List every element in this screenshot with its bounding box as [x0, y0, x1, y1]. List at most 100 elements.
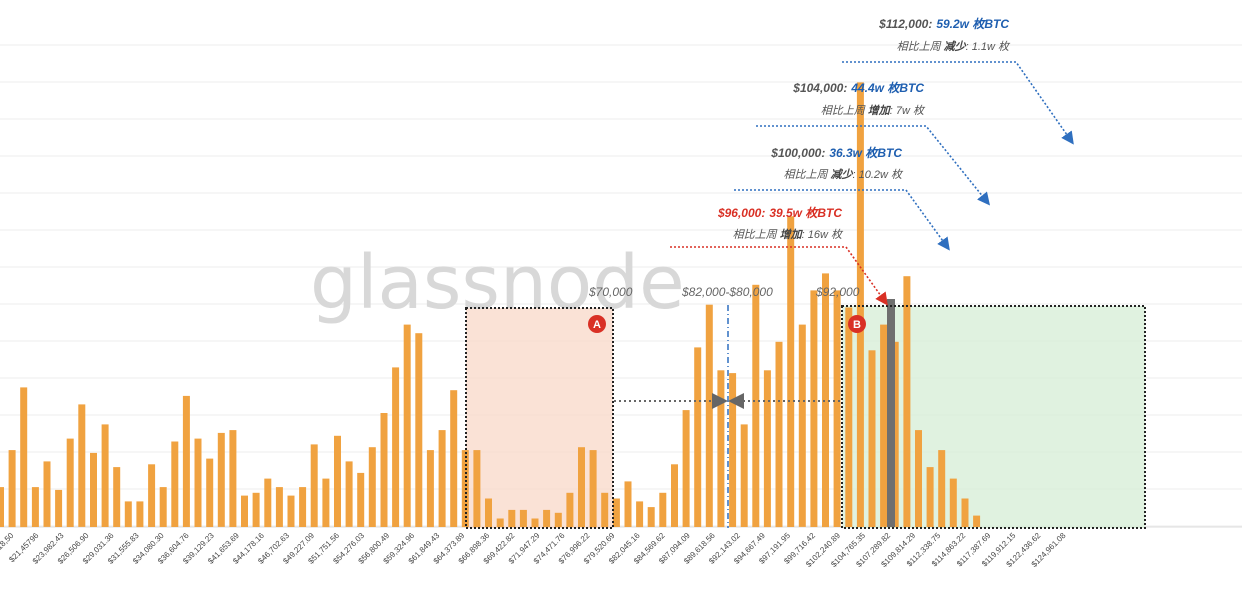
- bar: [124, 501, 132, 528]
- zone-b-border: [841, 305, 1146, 529]
- bar: [287, 495, 295, 527]
- bar: [845, 307, 853, 527]
- bar: [485, 498, 492, 527]
- bar: [880, 324, 888, 527]
- zone-a-border: [465, 307, 614, 529]
- bar: [101, 424, 109, 527]
- svg-text:$104,000:44.4w 枚BTC: $104,000: 44.4w 枚BTC: [792, 81, 924, 95]
- leader-104000: [756, 125, 991, 206]
- price-tag-82000-80000: $82,000-$80,000: [681, 285, 773, 299]
- svg-text:$96,000:39.5w 枚BTC: $96,000: 39.5w 枚BTC: [717, 206, 842, 220]
- bar: [473, 450, 481, 528]
- bar: [810, 290, 818, 527]
- bar: [566, 492, 574, 527]
- bar: [299, 487, 307, 527]
- bar: [531, 518, 539, 528]
- bar: [868, 350, 876, 527]
- bar: [403, 324, 411, 527]
- annotation-112000: $112,000: 59.2w 枚BTC 相比上周 减少: 1.1w 枚: [878, 17, 1011, 53]
- bar: [182, 395, 190, 527]
- bar: [717, 370, 725, 528]
- bar: [787, 216, 795, 528]
- bar: [508, 509, 516, 527]
- bar: [450, 390, 458, 527]
- bar: [822, 273, 829, 528]
- bar: [415, 333, 423, 527]
- svg-text:$112,000:59.2w 枚BTC: $112,000: 59.2w 枚BTC: [878, 17, 1009, 31]
- leader-96000: [670, 246, 888, 306]
- price-tag-92000: $92,000: [815, 285, 860, 299]
- svg-text:$100,000:36.3w 枚BTC: $100,000: 36.3w 枚BTC: [770, 146, 902, 160]
- bar: [136, 501, 144, 528]
- bar: [659, 492, 667, 527]
- annotation-104000: $104,000: 44.4w 枚BTC 相比上周 增加: 7w 枚: [792, 81, 926, 117]
- bar: [775, 341, 783, 528]
- svg-text:A: A: [593, 319, 601, 331]
- bar: [275, 487, 283, 527]
- bar: [217, 432, 225, 527]
- bar: [171, 441, 179, 527]
- bar: [322, 478, 330, 528]
- bar: [113, 467, 121, 527]
- leader-100000: [734, 189, 950, 251]
- bar: [856, 82, 864, 528]
- bar: [148, 464, 156, 527]
- bar: [426, 450, 434, 528]
- annotation-100000: $100,000: 36.3w 枚BTC 相比上周 减少: 10.2w 枚: [770, 146, 904, 181]
- zone-b-badge: B: [848, 315, 866, 333]
- bar: [554, 512, 562, 528]
- bar: [705, 304, 713, 527]
- bar: [438, 430, 446, 527]
- bar: [694, 347, 702, 527]
- bar: [31, 487, 39, 527]
- bar: [252, 492, 260, 527]
- bar: [961, 498, 969, 527]
- bar: [798, 324, 806, 527]
- bar: [740, 424, 748, 527]
- bar: [949, 478, 957, 528]
- bar: [903, 276, 911, 527]
- bar: [310, 444, 318, 528]
- bar: [229, 430, 237, 527]
- bar: [392, 367, 400, 527]
- bar: [241, 495, 248, 527]
- bar: [973, 515, 981, 527]
- bar: [636, 501, 644, 528]
- bar: [624, 481, 632, 527]
- annotation-96000: $96,000: 39.5w 枚BTC 相比上周 增加: 16w 枚: [717, 206, 844, 241]
- bar: [647, 507, 655, 527]
- x-axis-tick-labels: $18,50$21,45796$23,982.43$26,506.90$29,0…: [0, 531, 1068, 569]
- bar: [334, 435, 341, 527]
- bar: [578, 447, 585, 527]
- bar: [763, 370, 771, 528]
- bar: [938, 450, 946, 528]
- zone-a-fill: [466, 308, 613, 528]
- bar: [519, 509, 527, 527]
- bar: [926, 467, 934, 527]
- bar: [20, 387, 28, 528]
- bar: [891, 341, 899, 528]
- leader-112000: [842, 61, 1074, 145]
- bar: [543, 509, 551, 527]
- watermark: glassnode: [310, 240, 685, 326]
- bar: [915, 430, 922, 527]
- bar: [8, 450, 16, 528]
- price-tag-70000: $70,000: [588, 285, 633, 299]
- bar: [0, 487, 4, 527]
- bar: [357, 472, 365, 527]
- bar: [729, 373, 737, 527]
- bar: [589, 450, 597, 528]
- svg-text:B: B: [853, 319, 861, 331]
- bar: [380, 413, 388, 527]
- bars: [0, 82, 981, 528]
- highlight-bar: [887, 299, 895, 527]
- bar: [194, 438, 202, 527]
- bar: [671, 464, 678, 527]
- zone-a-badge: A: [588, 315, 606, 333]
- bar: [43, 461, 51, 527]
- bar: [612, 498, 620, 527]
- bar: [66, 438, 74, 527]
